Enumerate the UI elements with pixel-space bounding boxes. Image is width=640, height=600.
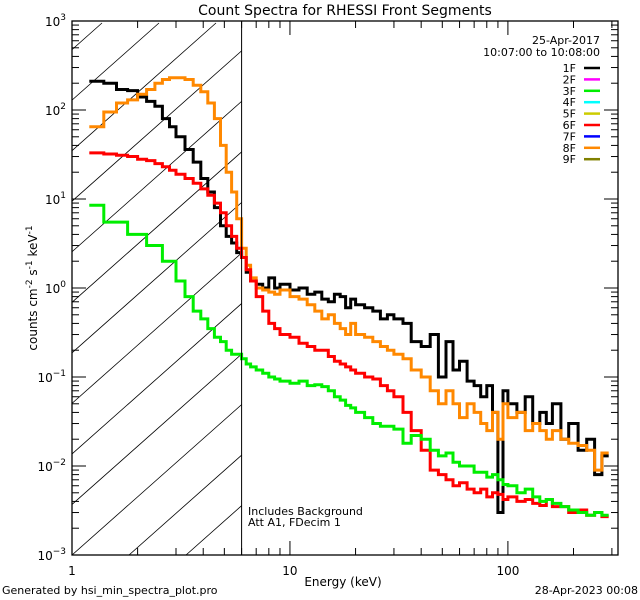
hatch-line (72, 22, 160, 101)
legend-item-8F: 8F (563, 142, 600, 155)
hatch-line (72, 252, 242, 404)
series-line-1F (89, 79, 609, 514)
hatch-line (72, 404, 242, 555)
x-tick-label: 100 (496, 564, 519, 578)
legend-item-9F: 9F (563, 153, 600, 166)
legend-item-1F: 1F (563, 62, 600, 75)
legend-item-2F: 2F (563, 73, 600, 86)
series-line-3F (89, 203, 609, 517)
legend-date: 25-Apr-2017 (532, 34, 600, 47)
y-tick-label: 102 (45, 102, 66, 118)
footer-timestamp: 28-Apr-2023 00:08 (534, 584, 638, 597)
chart-title: Count Spectra for RHESSI Front Segments (198, 3, 492, 19)
x-tick-labels: 1 10 100 (68, 564, 519, 578)
y-tick-label: 100 (45, 280, 66, 296)
y-tick-label: 103 (45, 13, 66, 29)
y-tick-labels: 10−3 10−2 10−1 100 101 102 103 (37, 13, 66, 563)
hatch-line (72, 50, 242, 202)
legend-label: 9F (563, 153, 576, 166)
legend-label: 8F (563, 142, 576, 155)
attenuator-hatch-region (72, 22, 640, 555)
hatch-line (72, 201, 242, 354)
footer-generated-by: Generated by hsi_min_spectra_plot.pro (2, 584, 218, 597)
x-tick-label: 10 (282, 564, 297, 578)
axis-ticks (71, 21, 618, 556)
legend-item-5F: 5F (563, 108, 600, 121)
legend-item-4F: 4F (563, 96, 600, 109)
legend-label: 6F (563, 119, 576, 132)
legend-item-6F: 6F (563, 119, 600, 132)
y-tick-label: 10−2 (37, 458, 66, 474)
hatch-line (414, 23, 640, 555)
series-layer (89, 76, 609, 519)
legend-label: 5F (563, 108, 576, 121)
y-axis-label: counts cm-2 s-1 keV-1 (25, 225, 40, 350)
series-line-6F (89, 151, 609, 519)
y-tick-label: 10−1 (37, 369, 66, 385)
legend-time-range: 10:07:00 to 10:08:00 (483, 46, 600, 59)
x-axis-label: Energy (keV) (304, 575, 381, 589)
legend-item-7F: 7F (563, 130, 600, 143)
hatch-line (72, 151, 242, 303)
series-line-8F (89, 76, 609, 472)
annotation-attenuator: Att A1, FDecim 1 (248, 516, 341, 529)
hatch-line (72, 100, 242, 253)
legend-label: 2F (563, 73, 576, 86)
legend-label: 3F (563, 85, 576, 98)
annotation-background: Includes Background (248, 505, 363, 518)
x-tick-label: 1 (68, 564, 76, 578)
y-tick-label: 101 (45, 191, 66, 207)
legend-label: 7F (563, 130, 576, 143)
hatch-line (72, 353, 242, 505)
legend-item-3F: 3F (563, 85, 600, 98)
svg-text:counts cm-2 s-1 keV-1: counts cm-2 s-1 keV-1 (25, 225, 40, 350)
hatch-line (128, 454, 242, 555)
y-tick-label: 10−3 (37, 547, 66, 563)
legend-label: 4F (563, 96, 576, 109)
legend-label: 1F (563, 62, 576, 75)
